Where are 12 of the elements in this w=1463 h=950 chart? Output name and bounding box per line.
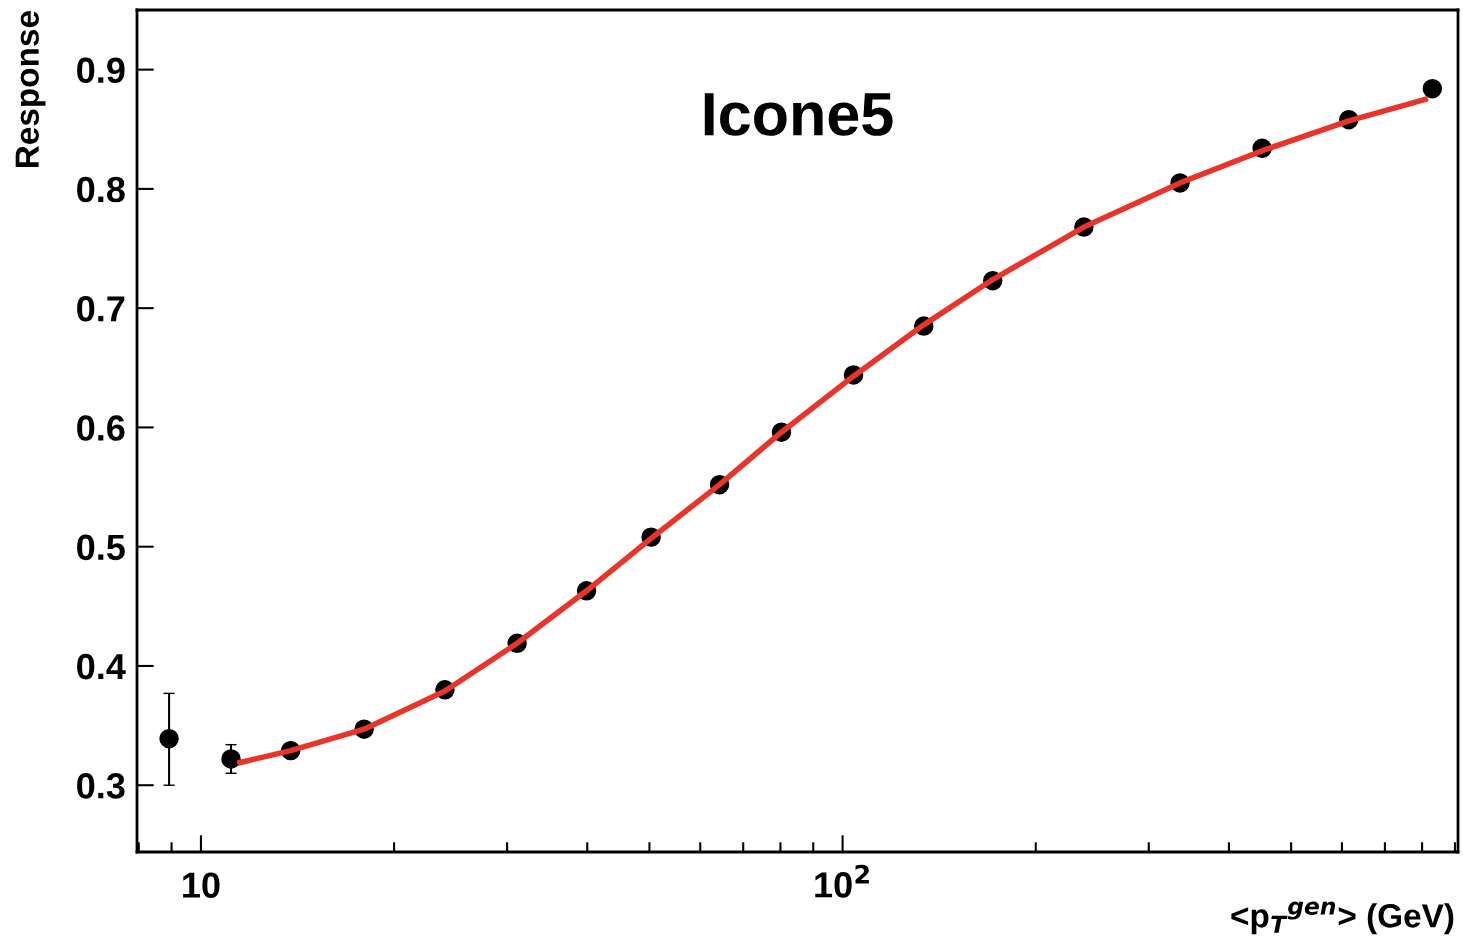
x-tick-label: 10$^{2}$ — [815, 864, 869, 898]
y-axis-title: Response — [15, 11, 46, 168]
y-tick-label: 0.5 — [77, 534, 125, 561]
y-tick-label: 0.6 — [77, 415, 125, 441]
y-tick-label: 0.3 — [77, 773, 125, 799]
x-axis-title: <p$_{T}$$^{gen}$> (GeV) — [1231, 901, 1454, 935]
y-tick-label: 0.4 — [77, 653, 126, 680]
text: Icone5 — [704, 93, 893, 136]
x-tick-label: 10 — [183, 872, 220, 898]
y-tick-label: 0.8 — [77, 176, 125, 203]
y-tick-label: 0.9 — [77, 57, 125, 84]
y-tick-label: 0.7 — [77, 296, 125, 322]
